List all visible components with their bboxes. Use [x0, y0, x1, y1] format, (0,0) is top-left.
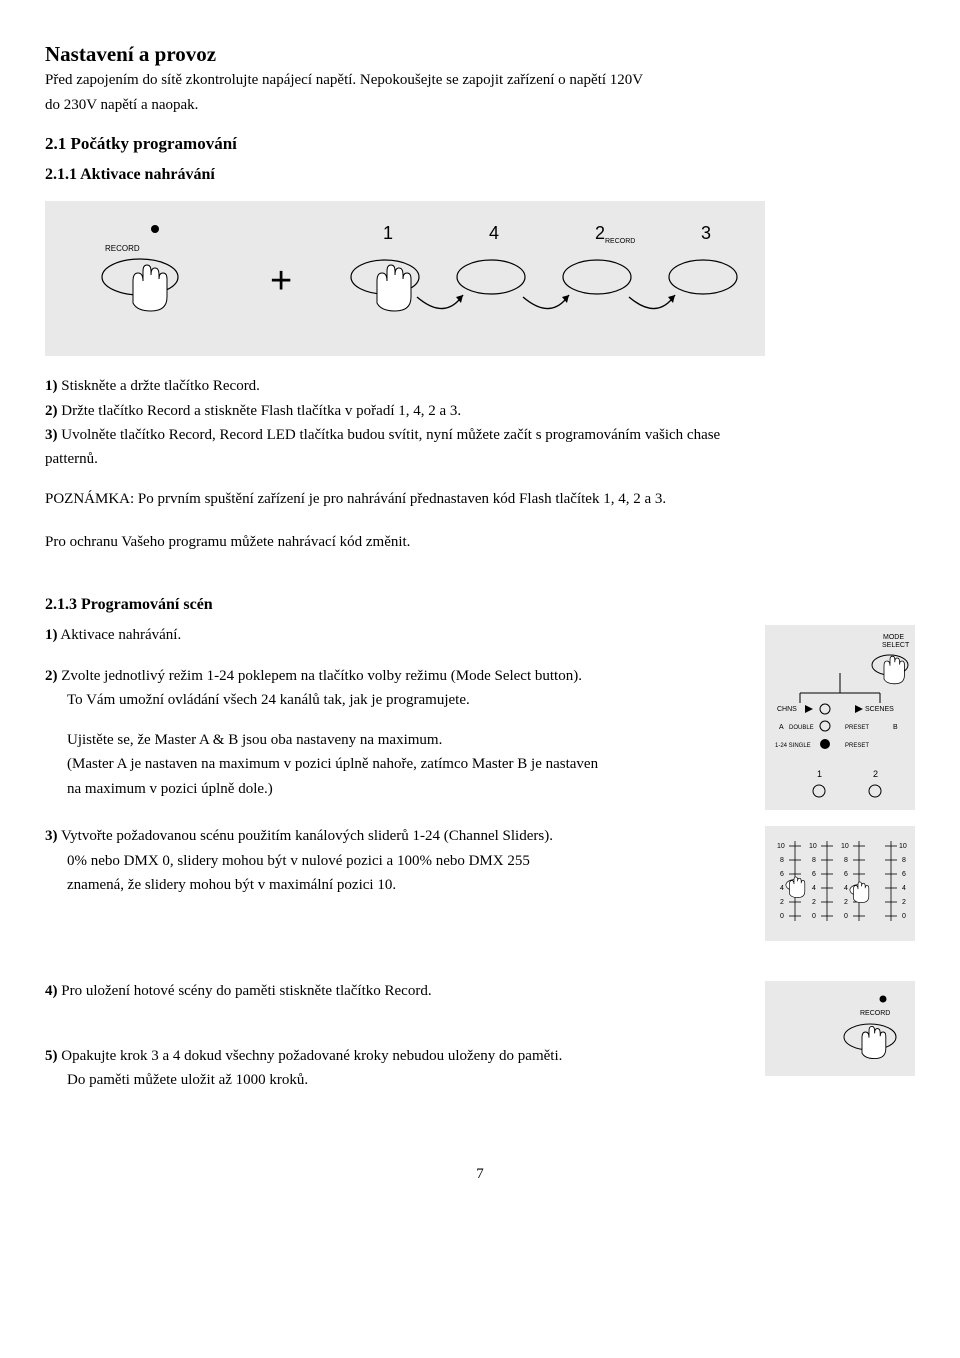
step-211-3b: patternů. [45, 449, 915, 469]
svg-text:10: 10 [777, 843, 785, 850]
svg-text:0: 0 [902, 913, 906, 920]
note-2: Pro ochranu Vašeho programu můžete nahrá… [45, 532, 915, 552]
mode-124single: 1-24 SINGLE [775, 743, 811, 749]
svg-text:4: 4 [780, 885, 784, 892]
step-213-3b: 0% nebo DMX 0, slidery mohou být v nulov… [45, 851, 749, 871]
step-211-1: 1) Stiskněte a držte tlačítko Record. [45, 376, 915, 396]
heading-2-1-3: 2.1.3 Programování scén [45, 594, 915, 616]
svg-text:8: 8 [844, 857, 848, 864]
fig1-record-label2: RECORD [605, 238, 635, 245]
step-213-2c: Ujistěte se, že Master A & B jsou oba na… [45, 730, 749, 750]
fig1-record-label: RECORD [105, 244, 140, 253]
svg-text:0: 0 [780, 913, 784, 920]
intro-line2: do 230V napětí a naopak. [45, 95, 915, 115]
note-1: POZNÁMKA: Po prvním spuštění zařízení je… [45, 489, 915, 509]
figure-record-button: RECORD [765, 981, 915, 1076]
svg-text:0: 0 [844, 913, 848, 920]
fig1-plus: + [270, 260, 292, 302]
step-213-3c: znamená, že slidery mohou být v maximáln… [45, 875, 749, 895]
step-213-4: 4) Pro uložení hotové scény do paměti st… [45, 981, 749, 1001]
svg-text:8: 8 [812, 857, 816, 864]
step-213-3a: 3) Vytvořte požadovanou scénu použitím k… [45, 826, 749, 846]
svg-text:2: 2 [812, 899, 816, 906]
svg-text:SELECT: SELECT [882, 642, 910, 649]
svg-text:10: 10 [899, 843, 907, 850]
svg-text:10: 10 [809, 843, 817, 850]
svg-text:4: 4 [844, 885, 848, 892]
step-213-1: 1) Aktivace nahrávání. [45, 625, 749, 645]
heading-2-1-1: 2.1.1 Aktivace nahrávání [45, 164, 915, 186]
mode-label: MODE [883, 634, 904, 641]
record-label: RECORD [860, 1010, 890, 1017]
svg-text:4: 4 [902, 885, 906, 892]
fig1-num-1: 1 [383, 223, 393, 243]
fig1-num-4: 4 [489, 223, 499, 243]
mode-chns: CHNS [777, 706, 797, 713]
mode-double: DOUBLE [789, 725, 814, 731]
step-213-5a: 5) Opakujte krok 3 a 4 dokud všechny pož… [45, 1046, 749, 1066]
step-213-2d: (Master A je nastaven na maximum v pozic… [45, 754, 749, 774]
intro-line1: Před zapojením do sítě zkontrolujte napá… [45, 70, 915, 90]
mode-scenes: SCENES [865, 706, 894, 713]
svg-text:10: 10 [841, 843, 849, 850]
mode-n2: 2 [873, 769, 878, 779]
figure-mode-select: MODE SELECT CHNS SCENES A DOUBLE PRESET … [765, 625, 915, 810]
step-211-2: 2) Držte tlačítko Record a stiskněte Fla… [45, 401, 915, 421]
mode-b: B [893, 724, 898, 731]
fig1-num-2: 2 [595, 223, 605, 243]
figure-record-sequence: RECORD + 1 4 2 RECORD 3 [45, 201, 765, 356]
svg-text:6: 6 [844, 871, 848, 878]
step-213-2a: 2) Zvolte jednotlivý režim 1-24 poklepem… [45, 666, 749, 686]
svg-text:6: 6 [902, 871, 906, 878]
mode-preset2: PRESET [845, 743, 869, 749]
step-213-2e: na maximum v pozici úplně dole.) [45, 779, 749, 799]
svg-text:4: 4 [812, 885, 816, 892]
mode-a: A [779, 724, 784, 731]
svg-text:2: 2 [902, 899, 906, 906]
step-213-2b: To Vám umožní ovládání všech 24 kanálů t… [45, 690, 749, 710]
fig1-num-3: 3 [701, 223, 711, 243]
svg-text:0: 0 [812, 913, 816, 920]
heading-2-1: 2.1 Počátky programování [45, 133, 915, 156]
svg-text:6: 6 [812, 871, 816, 878]
step-213-5b: Do paměti můžete uložit až 1000 kroků. [45, 1070, 749, 1090]
intro-paragraph: Před zapojením do sítě zkontrolujte napá… [45, 70, 915, 115]
mode-n1: 1 [817, 769, 822, 779]
svg-text:8: 8 [780, 857, 784, 864]
svg-text:8: 8 [902, 857, 906, 864]
svg-text:6: 6 [780, 871, 784, 878]
svg-text:2: 2 [844, 899, 848, 906]
page-number: 7 [45, 1164, 915, 1184]
svg-text:2: 2 [780, 899, 784, 906]
mode-preset: PRESET [845, 725, 869, 731]
figure-channel-sliders: 10 10 10 10 8 8 8 8 6 6 6 6 4 4 4 4 2 2 2 2 0 0 0 0 [765, 826, 915, 941]
page-title: Nastavení a provoz [45, 40, 915, 68]
step-211-3: 3) Uvolněte tlačítko Record, Record LED … [45, 425, 915, 445]
